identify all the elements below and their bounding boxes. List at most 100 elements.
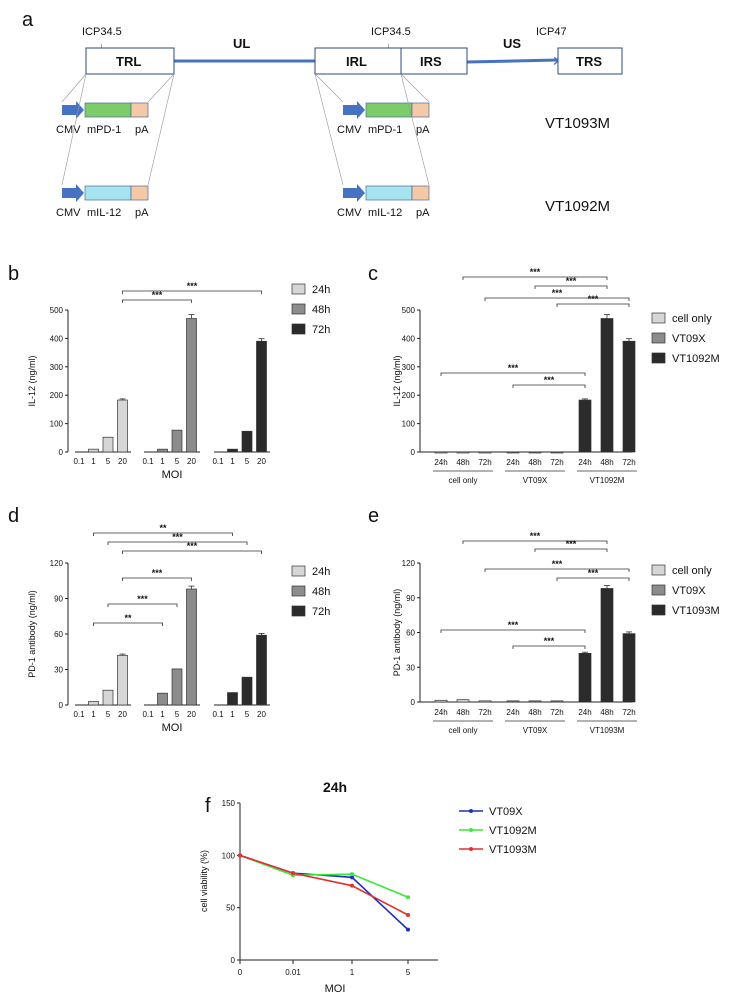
guide-line [314, 73, 344, 186]
y-tick-label: 100 [402, 420, 416, 429]
y-tick-label: 100 [50, 420, 64, 429]
guide-line [147, 73, 175, 186]
bar-72h-20 [256, 634, 267, 706]
bar-24h-1 [88, 448, 99, 453]
bar-48h-20 [186, 588, 197, 706]
icp345-right-label: ICP34.5 [371, 26, 411, 38]
x-tick-label: 72h [550, 458, 563, 467]
x-tick-label: 48h [456, 458, 469, 467]
irs-box [400, 47, 468, 75]
pa-label: pA [135, 207, 149, 219]
construct-name-VT1092M: VT1092M [545, 198, 610, 215]
legend-swatch [651, 332, 666, 344]
x-tick-label: 24h [506, 708, 519, 717]
y-tick-label: 150 [222, 799, 236, 808]
legend-label: VT09X [489, 806, 523, 818]
y-axis-label: cell viability (%) [199, 850, 209, 912]
group-label: cell only [449, 726, 478, 735]
x-tick-label: 5 [406, 968, 411, 977]
gene-label: mPD-1 [87, 124, 121, 136]
bar-VT1092M-48h [600, 318, 614, 453]
bar-48h-1 [157, 692, 168, 706]
bar-cell only-48h [456, 451, 470, 454]
x-tick-label: 72h [622, 708, 635, 717]
x-tick-label: 5 [106, 710, 111, 719]
significance-label: ** [159, 523, 167, 533]
significance-label: *** [566, 276, 577, 286]
bar-72h-1 [227, 692, 238, 706]
panel-c-label: c [368, 263, 378, 285]
y-axis-label: PD-1 antibody (ng/ml) [27, 590, 37, 678]
data-point-VT1093M [406, 912, 410, 917]
x-tick-label: 1 [160, 710, 165, 719]
construct-name-VT1093M: VT1093M [545, 115, 610, 132]
pa-box-VT1092M-1 [411, 185, 430, 201]
y-tick-label: 400 [50, 334, 64, 343]
x-tick-label: 24h [434, 708, 447, 717]
x-tick-label: 20 [187, 710, 196, 719]
y-tick-label: 120 [50, 559, 64, 568]
cmv-promoter-arrow-icon [62, 184, 84, 202]
bar-72h-20 [256, 340, 267, 453]
x-tick-label: 20 [118, 710, 127, 719]
significance-bracket [122, 299, 192, 303]
x-tick-label: 72h [478, 708, 491, 717]
significance-label: *** [152, 290, 163, 300]
x-axis-label: MOI [325, 983, 346, 995]
significance-label: ** [124, 613, 132, 623]
cmv-label: CMV [337, 124, 362, 136]
y-tick-label: 300 [402, 363, 416, 372]
group-label: VT09X [523, 726, 548, 735]
bar-VT1093M-48h [600, 588, 614, 703]
legend-marker [469, 828, 473, 832]
significance-label: *** [152, 568, 163, 578]
legend-swatch [291, 585, 306, 597]
significance-bracket [93, 622, 163, 626]
x-tick-label: 5 [245, 457, 250, 466]
y-tick-label: 30 [406, 663, 415, 672]
series-line-VT1092M [239, 854, 409, 898]
significance-label: *** [552, 559, 563, 569]
chart-title: 24h [323, 779, 347, 795]
significance-label: *** [588, 568, 599, 578]
guide-line [314, 73, 344, 103]
cmv-label: CMV [337, 207, 362, 219]
irl-label: IRL [346, 54, 367, 69]
y-tick-label: 400 [402, 334, 416, 343]
trl-label: TRL [116, 54, 141, 69]
legend-swatch [291, 303, 306, 315]
significance-bracket [440, 629, 586, 633]
gene-label: mIL-12 [368, 207, 402, 219]
bar-24h-5 [102, 689, 114, 706]
panel-e-label: e [368, 505, 379, 527]
bar-72h-1 [227, 448, 238, 453]
bar-48h-5 [171, 429, 183, 453]
y-tick-label: 0 [411, 698, 416, 707]
panel-b: b 0 100 200 300 400 500 IL-12 (ng/ml) 0.1 1 5 20 0.… [8, 263, 330, 481]
data-point-VT1092M [406, 895, 410, 900]
x-tick-label: 5 [245, 710, 250, 719]
significance-label: *** [588, 294, 599, 304]
data-point-VT1093M [238, 853, 242, 858]
legend-marker [469, 847, 473, 851]
x-tick-label: 1 [350, 968, 355, 977]
legend-label: VT09X [672, 585, 706, 597]
significance-bracket [534, 285, 608, 289]
bar-cell only-48h [456, 699, 470, 703]
legend-label: 72h [312, 324, 330, 336]
y-tick-label: 0 [59, 448, 64, 457]
cmv-promoter-arrow-icon [62, 101, 84, 119]
y-tick-label: 60 [54, 630, 63, 639]
x-tick-label: 48h [600, 708, 613, 717]
x-tick-label: 20 [187, 457, 196, 466]
group-label: cell only [449, 476, 478, 485]
us-label: US [503, 36, 521, 51]
x-tick-label: 24h [578, 458, 591, 467]
x-tick-label: 72h [478, 458, 491, 467]
legend-swatch [651, 604, 666, 616]
gene-box-VT1093M-1 [365, 102, 413, 118]
y-tick-label: 300 [50, 363, 64, 372]
icp47-label: ICP47 [536, 26, 567, 38]
x-tick-label: 1 [91, 710, 96, 719]
